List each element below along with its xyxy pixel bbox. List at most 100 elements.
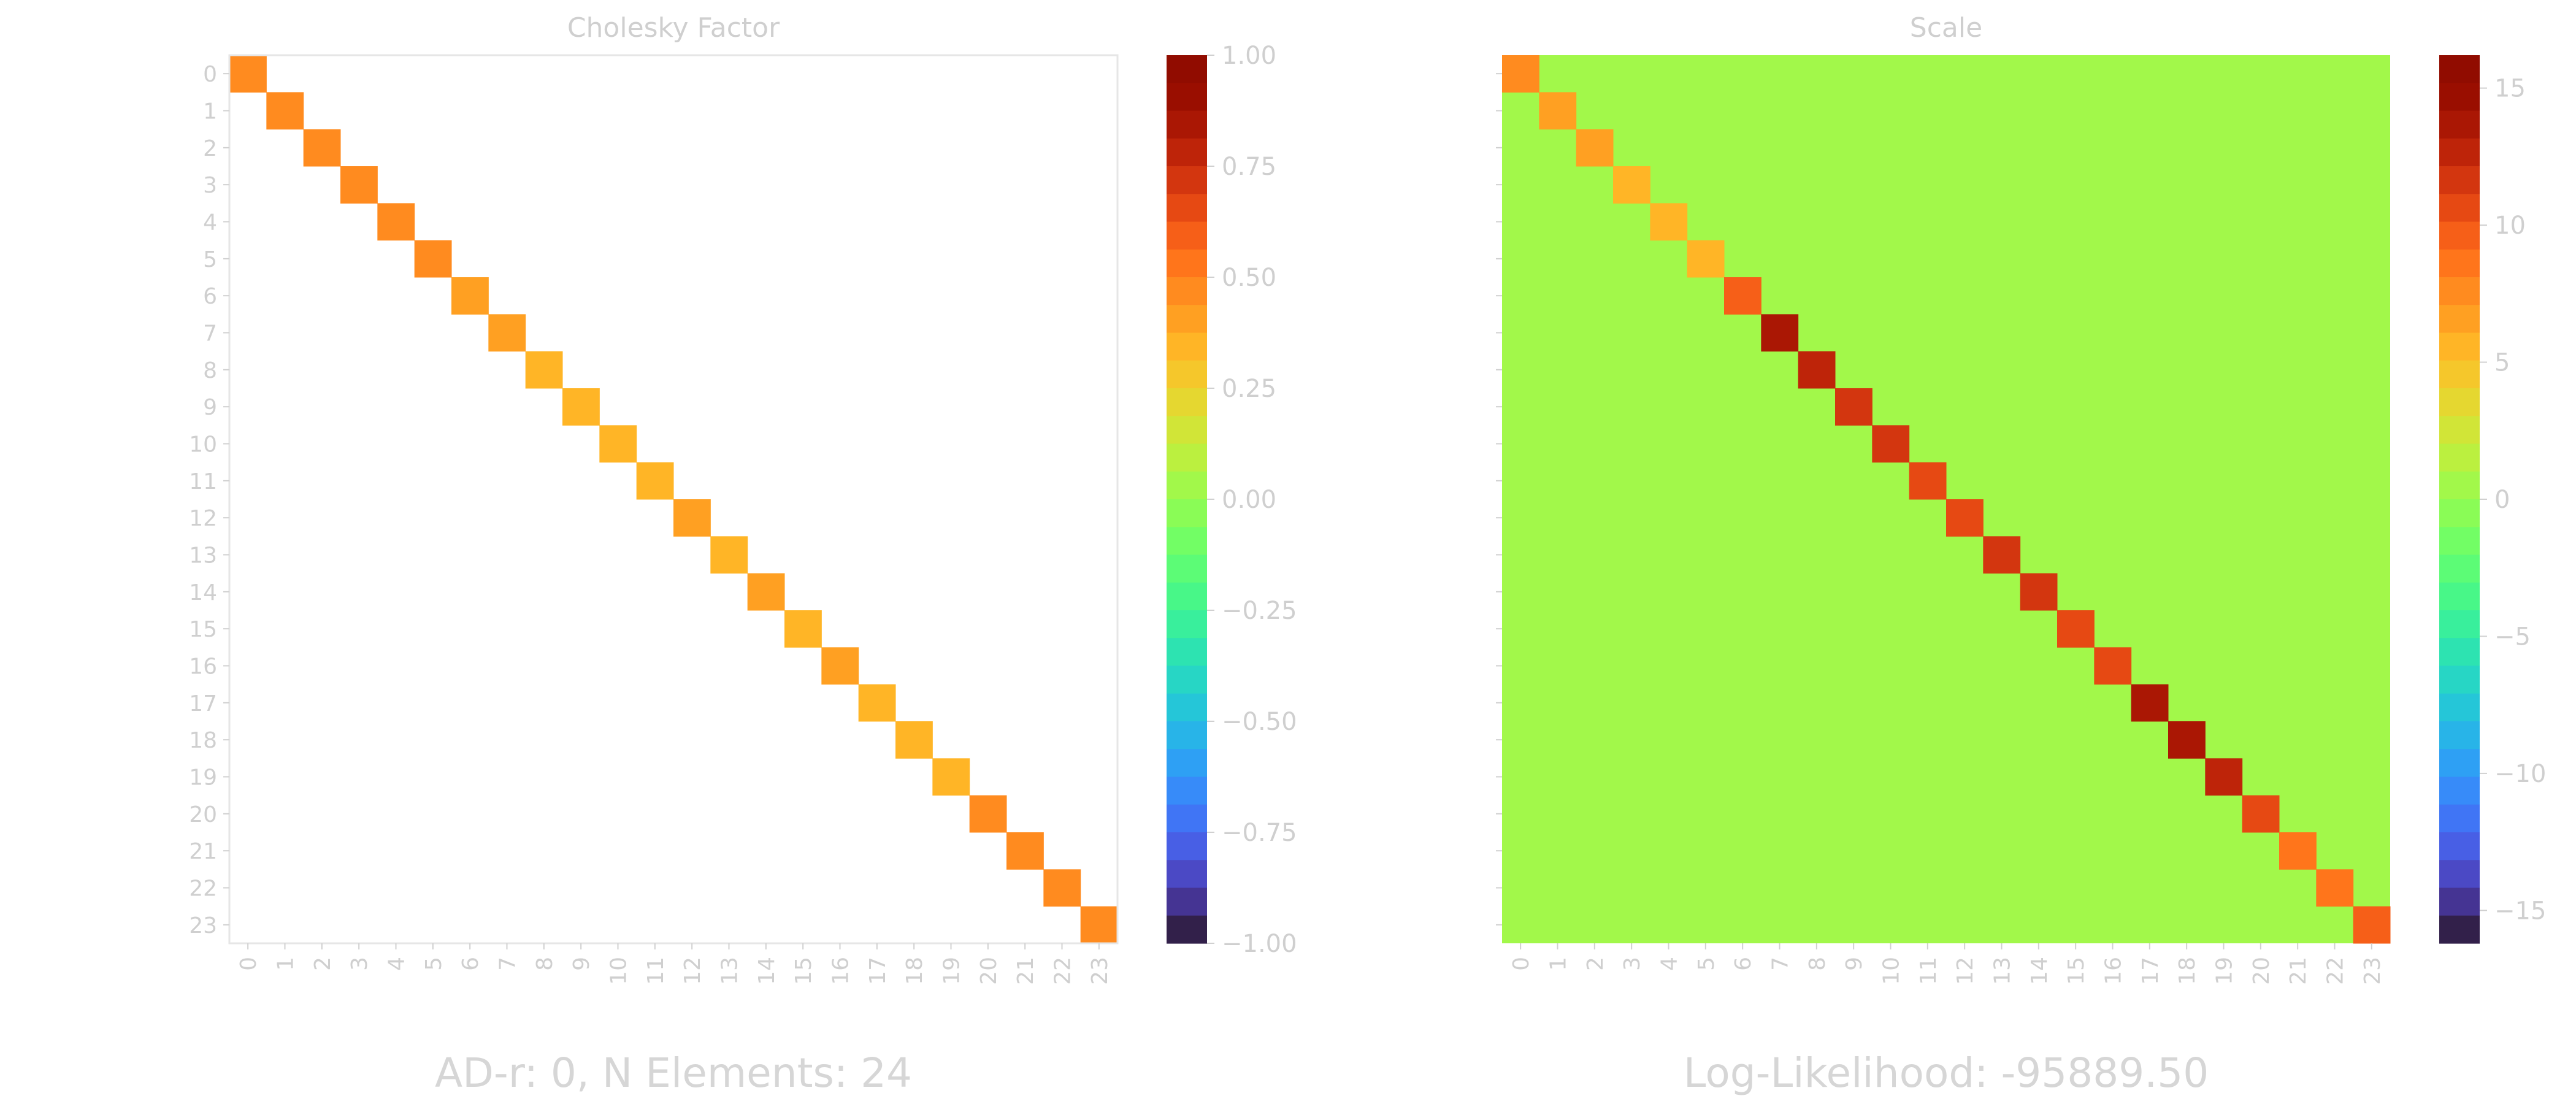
cholesky-factor-colorbar-segment — [1167, 665, 1207, 694]
scale-x-tick-label: 6 — [1731, 957, 1756, 971]
cholesky-factor-diagonal-cell — [710, 536, 748, 574]
scale-colorbar-segment — [2439, 693, 2480, 722]
scale-colorbar-tick-label: −10 — [2494, 760, 2546, 788]
cholesky-factor-heatmap — [229, 55, 1118, 944]
scale-diagonal-cell — [2168, 721, 2206, 759]
cholesky-factor-diagonal-cell — [229, 55, 267, 93]
cholesky-factor-colorbar-segment — [1167, 804, 1207, 833]
scale-diagonal-cell — [2353, 906, 2391, 944]
scale-diagonal-cell — [2316, 869, 2354, 907]
scale-x-tick-label: 15 — [2064, 957, 2089, 985]
cholesky-factor-x-tick-label: 12 — [680, 957, 705, 985]
cholesky-factor-x-tick-label: 3 — [347, 957, 372, 971]
cholesky-factor-diagonal-cell — [1006, 832, 1044, 870]
cholesky-factor-colorbar-segment — [1167, 610, 1207, 638]
scale-colorbar-tick-label: 5 — [2494, 349, 2510, 377]
cholesky-factor-y-tick-label: 3 — [203, 173, 217, 198]
scale-colorbar-segment — [2439, 527, 2480, 556]
scale-colorbar-tick-label: 10 — [2494, 212, 2526, 240]
scale-colorbar-segment — [2439, 138, 2480, 167]
cholesky-factor-colorbar-segment — [1167, 693, 1207, 722]
scale-colorbar-segment — [2439, 721, 2480, 749]
scale-x-tick-label: 3 — [1620, 957, 1645, 971]
scale-diagonal-cell — [1613, 166, 1650, 204]
cholesky-factor-title: Cholesky Factor — [567, 12, 780, 44]
cholesky-factor-colorbar-tick-label: 0.25 — [1222, 375, 1276, 403]
cholesky-factor-colorbar-segment — [1167, 416, 1207, 445]
scale-x-tick-label: 17 — [2138, 957, 2163, 985]
scale-x-tick-label: 0 — [1509, 957, 1534, 971]
right-caption: Log-Likelihood: -95889.50 — [1684, 1049, 2209, 1097]
cholesky-factor-x-tick-label: 4 — [385, 957, 410, 971]
cholesky-factor-frame — [228, 54, 1119, 945]
scale-diagonal-cell — [2279, 832, 2317, 870]
scale-x-tick-label: 4 — [1657, 957, 1682, 971]
scale-colorbar-segment — [2439, 443, 2480, 472]
scale-diagonal-cell — [1576, 129, 1614, 167]
cholesky-factor-y-tick-label: 4 — [203, 210, 217, 236]
cholesky-factor-colorbar-segment — [1167, 443, 1207, 472]
cholesky-factor-y-tick-label: 10 — [189, 432, 217, 458]
scale-diagonal-cell — [2094, 647, 2132, 685]
cholesky-factor-y-tick-label: 6 — [203, 284, 217, 309]
cholesky-factor-colorbar-segment — [1167, 55, 1207, 83]
scale-colorbar-tick-label: −15 — [2494, 897, 2546, 925]
cholesky-factor-diagonal-cell — [636, 462, 674, 500]
cholesky-factor-y-tick-label: 17 — [189, 691, 217, 716]
scale-colorbar-segment — [2439, 221, 2480, 250]
cholesky-factor-colorbar-segment — [1167, 471, 1207, 500]
cholesky-factor-x-tick-label: 0 — [236, 957, 261, 971]
cholesky-factor-diagonal-cell — [969, 795, 1007, 833]
cholesky-factor-y-tick-label: 7 — [203, 321, 217, 347]
scale-diagonal-cell — [1872, 425, 1910, 463]
cholesky-factor-colorbar-segment — [1167, 249, 1207, 278]
cholesky-factor-colorbar-segment — [1167, 277, 1207, 305]
scale-x-tick-label: 14 — [2027, 957, 2052, 985]
cholesky-factor-x-tick-label: 9 — [569, 957, 594, 971]
scale-colorbar-tick-label: 15 — [2494, 75, 2526, 103]
cholesky-factor-colorbar-segment — [1167, 194, 1207, 223]
cholesky-factor-diagonal-cell — [821, 647, 859, 685]
cholesky-factor-colorbar-tick-label: −0.75 — [1222, 819, 1297, 847]
scale-diagonal-cell — [2205, 758, 2243, 796]
cholesky-factor-y-tick-label: 18 — [189, 728, 217, 753]
cholesky-factor-y-tick-label: 22 — [189, 876, 217, 902]
cholesky-factor-diagonal-cell — [414, 240, 452, 278]
cholesky-factor-y-tick-label: 1 — [203, 99, 217, 125]
cholesky-factor-colorbar-tick-label: 1.00 — [1222, 42, 1276, 70]
scale-diagonal-cell — [2057, 610, 2095, 648]
cholesky-factor-diagonal-cell — [377, 203, 415, 241]
scale-heatmap — [1502, 55, 2391, 944]
cholesky-factor-y-tick-label: 8 — [203, 358, 217, 383]
cholesky-factor-colorbar-segment — [1167, 388, 1207, 416]
cholesky-factor-colorbar-segment — [1167, 110, 1207, 139]
cholesky-factor-diagonal-cell — [784, 610, 822, 648]
cholesky-factor-colorbar-segment — [1167, 360, 1207, 389]
cholesky-factor-colorbar-tick-label: −1.00 — [1222, 930, 1297, 958]
scale-colorbar-segment — [2439, 887, 2480, 916]
cholesky-factor-x-tick-label: 19 — [940, 957, 965, 985]
scale-x-tick-label: 8 — [1805, 957, 1830, 971]
cholesky-factor-x-tick-label: 13 — [718, 957, 743, 985]
scale-colorbar-tick-label: −5 — [2494, 623, 2531, 651]
cholesky-factor-y-tick-label: 12 — [189, 506, 217, 531]
cholesky-factor-x-tick-label: 11 — [643, 957, 669, 985]
cholesky-factor-colorbar-segment — [1167, 776, 1207, 805]
scale-x-tick-label: 23 — [2360, 957, 2385, 985]
scale-x-axis: 0 1 2 3 4 5 6 7 8 9 10 11 12 13 14 15 16 17 18 19 20 21 22 23 — [1509, 943, 2385, 985]
scale-diagonal-cell — [1983, 536, 2021, 574]
cholesky-factor-diagonal-cell — [747, 573, 785, 611]
cholesky-factor-y-tick-label: 20 — [189, 802, 217, 827]
scale-diagonal-cell — [1798, 351, 1836, 389]
scale-colorbar-segment — [2439, 166, 2480, 194]
cholesky-factor-x-tick-label: 21 — [1013, 957, 1038, 985]
scale-colorbar-segment — [2439, 55, 2480, 83]
cholesky-factor-x-tick-label: 18 — [902, 957, 927, 985]
cholesky-factor-colorbar-segment — [1167, 749, 1207, 778]
cholesky-factor-x-tick-label: 10 — [607, 957, 632, 985]
scale-colorbar-segment — [2439, 832, 2480, 861]
cholesky-factor-colorbar-segment — [1167, 138, 1207, 167]
scale-y-axis — [1496, 73, 1502, 926]
